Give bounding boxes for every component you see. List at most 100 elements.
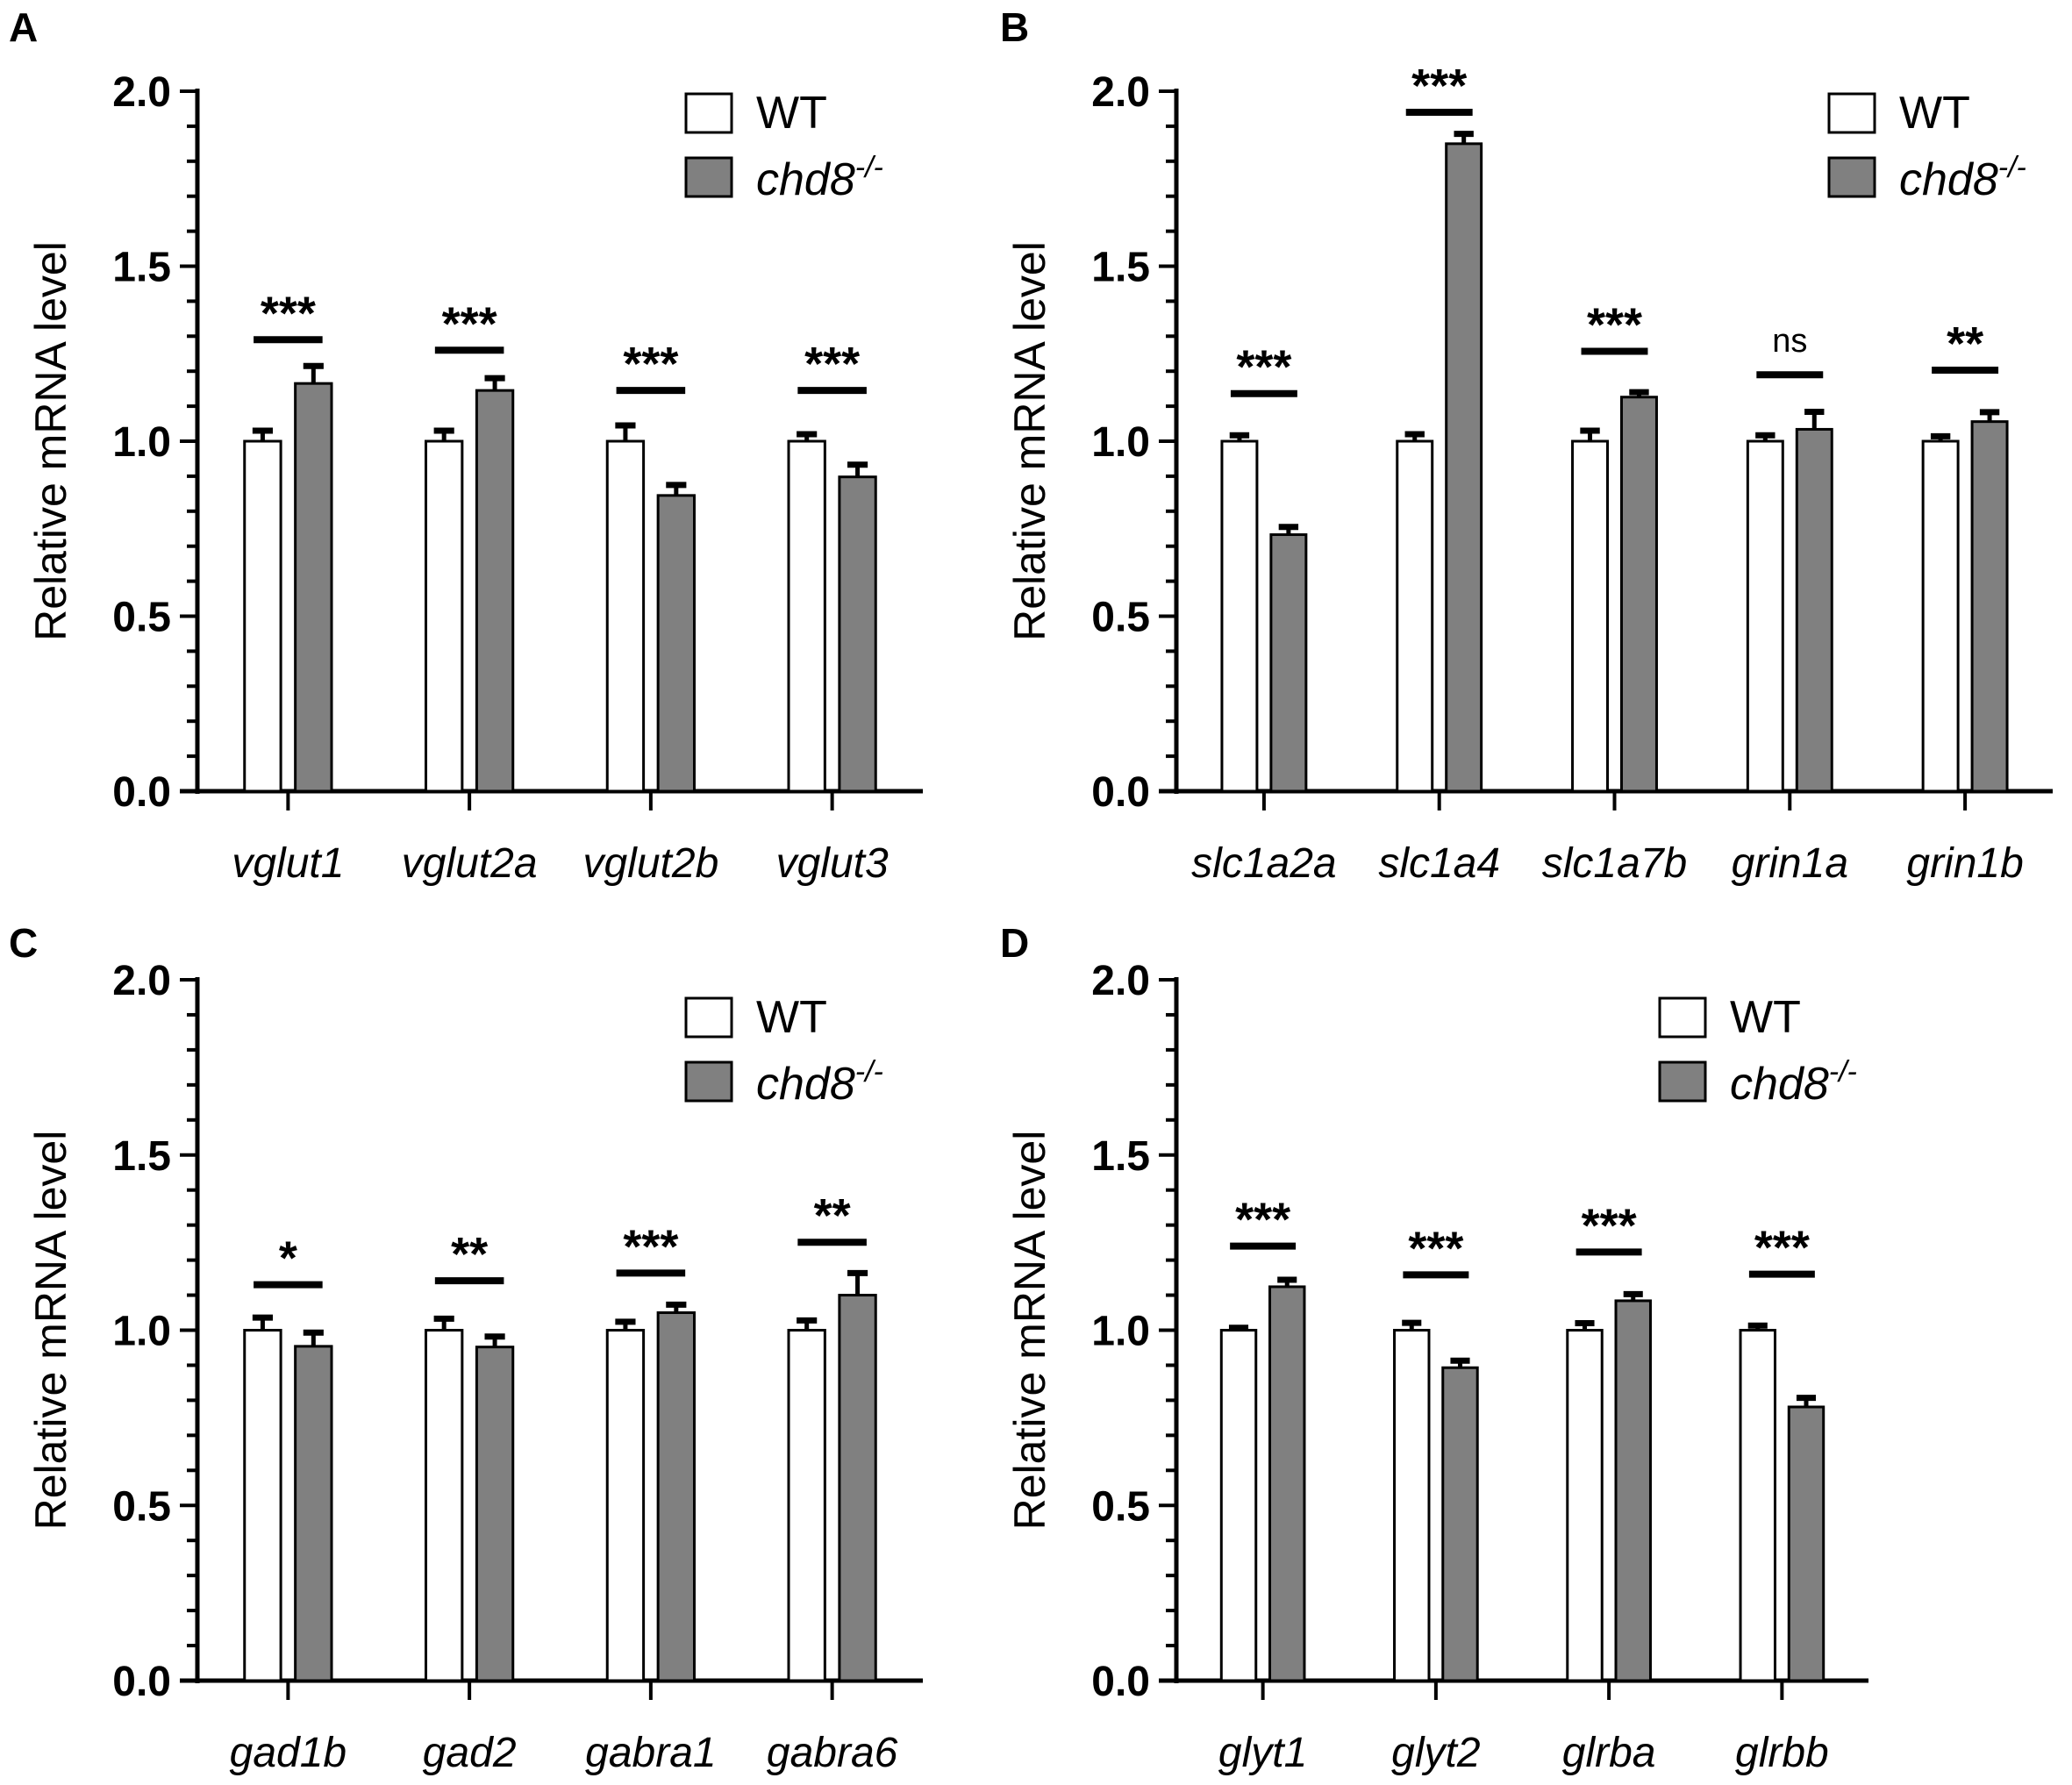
y-tick-label: 2.0 (112, 958, 171, 1004)
bar-mutant (656, 494, 696, 793)
y-tick-label: 1.5 (1091, 245, 1150, 291)
x-tick-label: glrba (1562, 1730, 1656, 1776)
bar-wt (243, 439, 282, 793)
bar-mutant (1787, 1405, 1826, 1682)
x-tick-label: grin1a (1732, 840, 1848, 887)
legend-label-mutant-base: chd8 (756, 1059, 855, 1110)
y-tick-label: 2.0 (112, 69, 171, 116)
panel-label-a: A (9, 4, 39, 50)
y-tick-label: 0.0 (1091, 769, 1150, 816)
bar-mutant (1441, 1366, 1479, 1682)
bar-wt (1396, 439, 1434, 793)
x-tick-label: vglut2a (402, 840, 538, 887)
legend-label-wt: WT (1899, 88, 1970, 139)
bar-wt (1746, 439, 1784, 793)
significance-label: *** (1587, 298, 1642, 351)
bar-wt (1739, 1329, 1776, 1682)
legend-label-mutant: chd8-/- (756, 151, 883, 205)
y-tick-label: 1.5 (1091, 1133, 1150, 1180)
x-tick-label: grin1b (1906, 840, 2023, 887)
y-tick-label: 1.5 (112, 1133, 171, 1180)
chart-panel-d: Relative mRNA level 0.0 0.5 1.0 1.5 2.0 glyt1 *… (1005, 958, 1868, 1776)
y-tick-label: 0.0 (1091, 1659, 1150, 1705)
bar-wt (787, 439, 826, 793)
x-tick-label: slc1a4 (1378, 840, 1500, 887)
chart-panel-b: Relative mRNA level 0.0 0.5 1.0 1.5 2.0 slc1a2… (1005, 60, 2053, 887)
legend-label-wt: WT (1730, 992, 1801, 1043)
legend-label-mutant: chd8-/- (1730, 1055, 1857, 1110)
bar-mutant (1619, 396, 1658, 793)
legend-label-mutant-base: chd8 (756, 154, 855, 205)
y-axis-title: Relative mRNA level (26, 1131, 75, 1531)
legend-swatch-wt (684, 996, 733, 1039)
significance-label: ns (1772, 323, 1807, 360)
legend-swatch-wt (1827, 92, 1876, 134)
y-tick-label: 2.0 (1091, 69, 1150, 116)
x-tick-label: glrbb (1735, 1730, 1829, 1776)
significance-label: ** (451, 1228, 488, 1281)
legend-label-wt: WT (756, 992, 827, 1043)
panel-label-d: D (1000, 920, 1030, 966)
significance-label: *** (1411, 60, 1467, 112)
y-tick-label: 1.5 (112, 245, 171, 291)
bar-mutant (1445, 142, 1483, 793)
significance-label: *** (623, 1220, 678, 1273)
legend-label-mutant-base: chd8 (1730, 1059, 1829, 1110)
bar-mutant (838, 1294, 877, 1682)
bar-mutant (475, 389, 515, 793)
chart-panel-c: Relative mRNA level 0.0 0.5 1.0 1.5 2.0 gad1b *… (26, 958, 923, 1776)
significance-label: ** (814, 1189, 851, 1242)
x-tick-label: gabra1 (585, 1730, 716, 1776)
bar-wt (787, 1329, 826, 1682)
legend-swatch-wt (1658, 996, 1707, 1039)
bar-wt (1571, 439, 1610, 793)
legend-label-mutant: chd8-/- (1899, 151, 2026, 205)
y-axis-title: Relative mRNA level (1005, 1131, 1054, 1531)
legend-label-mutant: chd8-/- (756, 1055, 883, 1110)
x-tick-label: vglut2b (582, 840, 718, 887)
x-tick-label: slc1a2a (1191, 840, 1336, 887)
legend-swatch-mutant (1827, 156, 1876, 198)
bar-wt (1566, 1329, 1604, 1682)
y-tick-label: 0.5 (1091, 1483, 1150, 1530)
y-tick-label: 0.5 (1091, 595, 1150, 641)
legend-label-mutant-superscript: -/- (855, 1055, 883, 1089)
significance-label: *** (1408, 1222, 1463, 1274)
y-tick-label: 1.0 (1091, 1309, 1150, 1355)
x-tick-label: glyt1 (1218, 1730, 1307, 1776)
significance-label: *** (1754, 1222, 1810, 1274)
bar-mutant (656, 1311, 696, 1682)
significance-label: *** (261, 287, 316, 339)
panel-label-b: B (1000, 4, 1030, 50)
x-tick-label: vglut3 (776, 840, 889, 887)
bar-mutant (1269, 533, 1308, 793)
bar-mutant (475, 1346, 515, 1682)
legend-swatch-mutant (684, 1060, 733, 1103)
bar-wt (1220, 439, 1259, 793)
significance-label: *** (804, 338, 860, 390)
y-tick-label: 1.0 (1091, 419, 1150, 466)
bar-wt (605, 1329, 646, 1682)
bar-wt (1219, 1329, 1258, 1682)
legend-swatch-wt (684, 92, 733, 134)
bar-mutant (838, 475, 877, 793)
significance-label: *** (442, 297, 497, 350)
y-axis-title: Relative mRNA level (1005, 241, 1054, 641)
panel-label-c: C (9, 920, 39, 966)
y-tick-label: 0.0 (112, 1659, 171, 1705)
bar-wt (605, 439, 646, 793)
legend-label-wt: WT (756, 88, 827, 139)
legend-swatch-mutant (1658, 1060, 1707, 1103)
legend-label-mutant-base: chd8 (1899, 154, 1998, 205)
legend-swatch-mutant (684, 156, 733, 198)
significance-label: *** (623, 338, 678, 390)
bar-mutant (1970, 420, 2009, 793)
bar-wt (425, 1329, 464, 1682)
y-tick-label: 0.5 (112, 595, 171, 641)
y-tick-label: 1.0 (112, 1309, 171, 1355)
significance-label: *** (1235, 1194, 1290, 1246)
x-tick-label: glyt2 (1391, 1730, 1480, 1776)
x-tick-label: gad1b (230, 1730, 347, 1776)
x-tick-label: vglut1 (232, 840, 344, 887)
significance-label: ** (1947, 318, 1983, 370)
